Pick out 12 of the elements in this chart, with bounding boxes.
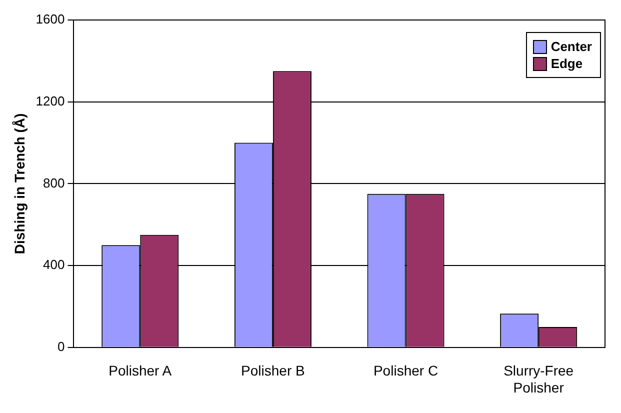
legend-label: Center xyxy=(550,39,592,54)
x-tick-label: Polisher A xyxy=(108,362,172,379)
x-tick-label: Polisher C xyxy=(373,362,438,379)
y-tick-label: 1600 xyxy=(36,12,65,27)
legend-label: Edge xyxy=(550,56,583,71)
x-tick-label: Polisher B xyxy=(241,362,305,379)
x-tick-label: Slurry-Free Polisher xyxy=(504,362,574,396)
y-tick-label: 0 xyxy=(57,338,65,354)
y-tick-label: 400 xyxy=(43,257,65,272)
y-tick-label: 800 xyxy=(43,175,65,190)
y-axis-title: Dishing in Trench (Å) xyxy=(11,113,28,254)
y-tick-label: 1200 xyxy=(36,93,65,108)
